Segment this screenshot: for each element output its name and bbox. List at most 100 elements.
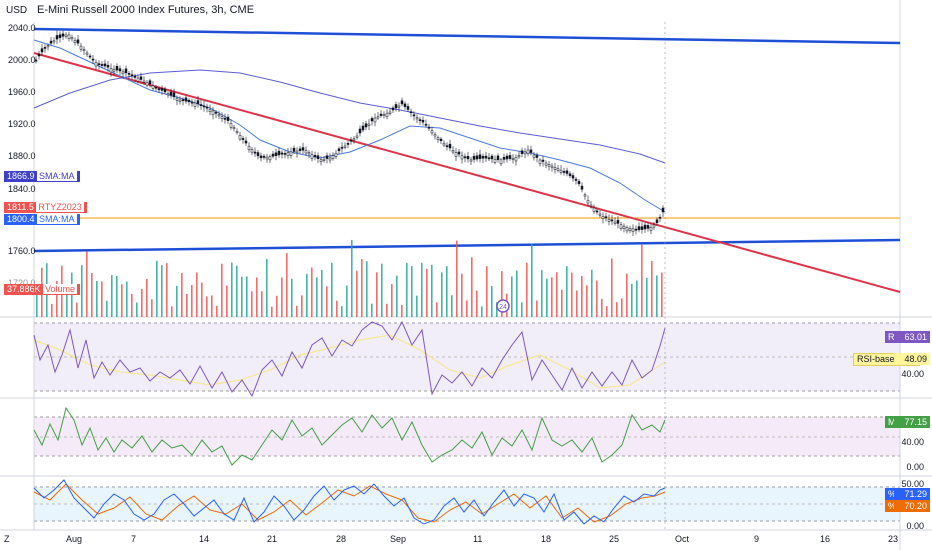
volume-bar <box>126 281 128 317</box>
candle <box>136 77 140 82</box>
candle <box>382 114 386 116</box>
sma-long-line <box>33 69 666 164</box>
candle <box>196 100 200 104</box>
mfi-line <box>33 406 666 466</box>
volume-bar <box>651 260 653 317</box>
volume-bar <box>51 303 53 317</box>
candle <box>415 117 419 120</box>
candle <box>247 146 251 150</box>
volume-bar <box>321 269 323 317</box>
candle <box>493 159 497 163</box>
candle <box>322 158 326 161</box>
svg-text:24: 24 <box>499 304 507 311</box>
price-tick: 1720.0 <box>8 278 36 288</box>
candle <box>574 178 578 181</box>
candle <box>49 40 53 44</box>
time-tick: 23 <box>888 534 899 544</box>
candle <box>529 149 533 153</box>
candle <box>307 152 311 155</box>
price-tick: 1960.0 <box>8 87 36 97</box>
candle <box>43 47 47 49</box>
volume-bar <box>111 275 113 317</box>
candle <box>622 225 626 229</box>
candle <box>121 71 125 75</box>
volume-bar <box>411 266 413 317</box>
candle <box>601 216 605 220</box>
candle <box>631 228 635 232</box>
candle <box>535 155 539 158</box>
candle <box>544 162 548 166</box>
candle <box>112 68 116 72</box>
candle <box>313 155 317 157</box>
corner-icon[interactable]: Z <box>4 534 10 544</box>
volume-bar <box>491 286 493 317</box>
candle <box>418 119 422 122</box>
volume-bar <box>146 278 148 317</box>
candle <box>376 116 380 119</box>
candle <box>340 146 344 149</box>
candle <box>400 100 404 105</box>
stoch-k-line <box>33 479 666 525</box>
candle <box>346 143 350 145</box>
volume-bar <box>176 285 178 317</box>
candle <box>235 131 239 133</box>
volume-bar <box>446 266 448 317</box>
volume-bar <box>521 302 523 317</box>
volume-bar <box>171 306 173 317</box>
candle <box>457 151 461 155</box>
candle <box>508 155 512 159</box>
volume-bar <box>181 272 183 317</box>
volume-bar <box>351 239 353 317</box>
candle <box>478 154 482 159</box>
candle <box>100 64 104 66</box>
volume-bar <box>261 291 263 317</box>
volume-bar <box>291 278 293 317</box>
candle <box>61 33 65 37</box>
volume-badge: 37.886K Volume <box>4 284 81 295</box>
time-tick: 11 <box>473 534 483 544</box>
candle <box>238 135 242 140</box>
volume-bar <box>616 302 618 317</box>
volume-bar <box>236 265 238 317</box>
volume-bar <box>661 272 663 317</box>
volume-bar <box>456 240 458 317</box>
candle <box>352 138 356 141</box>
volume-bar <box>536 300 538 317</box>
volume-bar <box>566 266 568 317</box>
candle <box>394 104 398 109</box>
volume-bar <box>341 306 343 317</box>
candle <box>541 159 545 162</box>
volume-bar <box>271 306 273 317</box>
chart-title: E-Mini Russell 2000 Index Futures, 3h, C… <box>37 4 255 16</box>
candle <box>355 135 359 138</box>
mfi-tick: 0.00 <box>906 462 924 472</box>
candle <box>175 98 179 101</box>
volume-bar <box>561 289 563 317</box>
candle <box>511 158 515 160</box>
candle <box>589 204 593 207</box>
volume-bar <box>316 277 318 317</box>
volume-bar <box>556 272 558 317</box>
rsi-value: 63.01 <box>894 331 930 343</box>
candle <box>436 137 440 140</box>
volume-bar <box>336 300 338 317</box>
volume-bar <box>621 298 623 317</box>
volume-bar <box>541 270 543 317</box>
candle <box>337 148 341 152</box>
candle <box>190 101 194 104</box>
candle <box>520 150 524 154</box>
candle <box>424 123 428 126</box>
currency-label: USD <box>6 5 28 16</box>
candle <box>526 149 530 154</box>
volume-bar <box>391 284 393 317</box>
candle <box>598 213 602 216</box>
candle <box>325 155 329 159</box>
volume-bar <box>426 268 428 317</box>
volume-bar <box>231 262 233 317</box>
volume-bar <box>306 273 308 317</box>
volume-bar <box>401 304 403 317</box>
rsi-tick: 40.00 <box>901 369 924 379</box>
candle <box>268 156 272 161</box>
